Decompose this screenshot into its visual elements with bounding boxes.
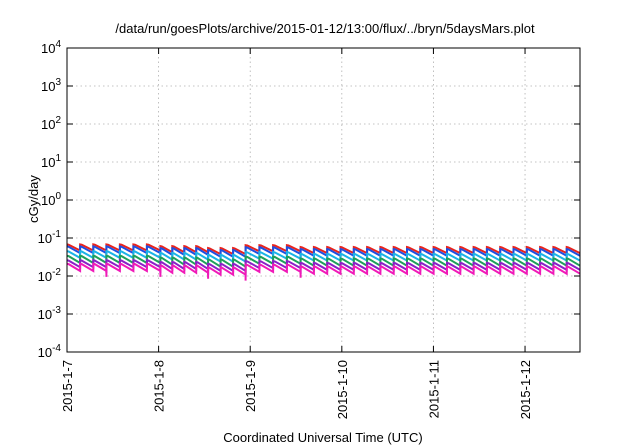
series-line <box>66 245 581 263</box>
series-line <box>66 258 581 277</box>
x-tick-label: 2015-1-11 <box>426 360 441 418</box>
y-tick-label: 10-3 <box>38 305 62 322</box>
y-tick-label: 10-2 <box>38 267 62 284</box>
series-line <box>66 243 581 260</box>
y-tick-label: 102 <box>41 115 61 132</box>
x-tick-label: 2015-1-8 <box>152 360 167 412</box>
series-layer <box>66 243 581 281</box>
y-tick-label: 101 <box>41 153 61 170</box>
x-tick-label: 2015-1-9 <box>243 360 258 412</box>
axis-ticks: 10-4 10-3 10-2 10-1 100 101 102 103 104 2015-1-7 2… <box>38 39 580 419</box>
x-axis-label: Coordinated Universal Time (UTC) <box>223 430 422 445</box>
y-tick-label: 10-1 <box>38 229 62 246</box>
x-tick-label: 2015-1-12 <box>518 360 533 419</box>
y-tick-label: 103 <box>41 77 61 94</box>
y-tick-label: 100 <box>41 191 61 208</box>
x-tick-label: 2015-1-7 <box>60 360 75 412</box>
chart-title: /data/run/goesPlots/archive/2015-01-12/1… <box>115 21 535 36</box>
y-tick-label: 104 <box>41 39 61 56</box>
grid-lines <box>67 48 580 352</box>
x-tick-label: 2015-1-10 <box>335 360 350 419</box>
y-axis-label: cGy/day <box>26 175 41 223</box>
series-line <box>66 249 581 268</box>
y-tick-label: 10-4 <box>38 343 62 360</box>
series-line <box>66 262 581 281</box>
series-line <box>66 254 581 273</box>
